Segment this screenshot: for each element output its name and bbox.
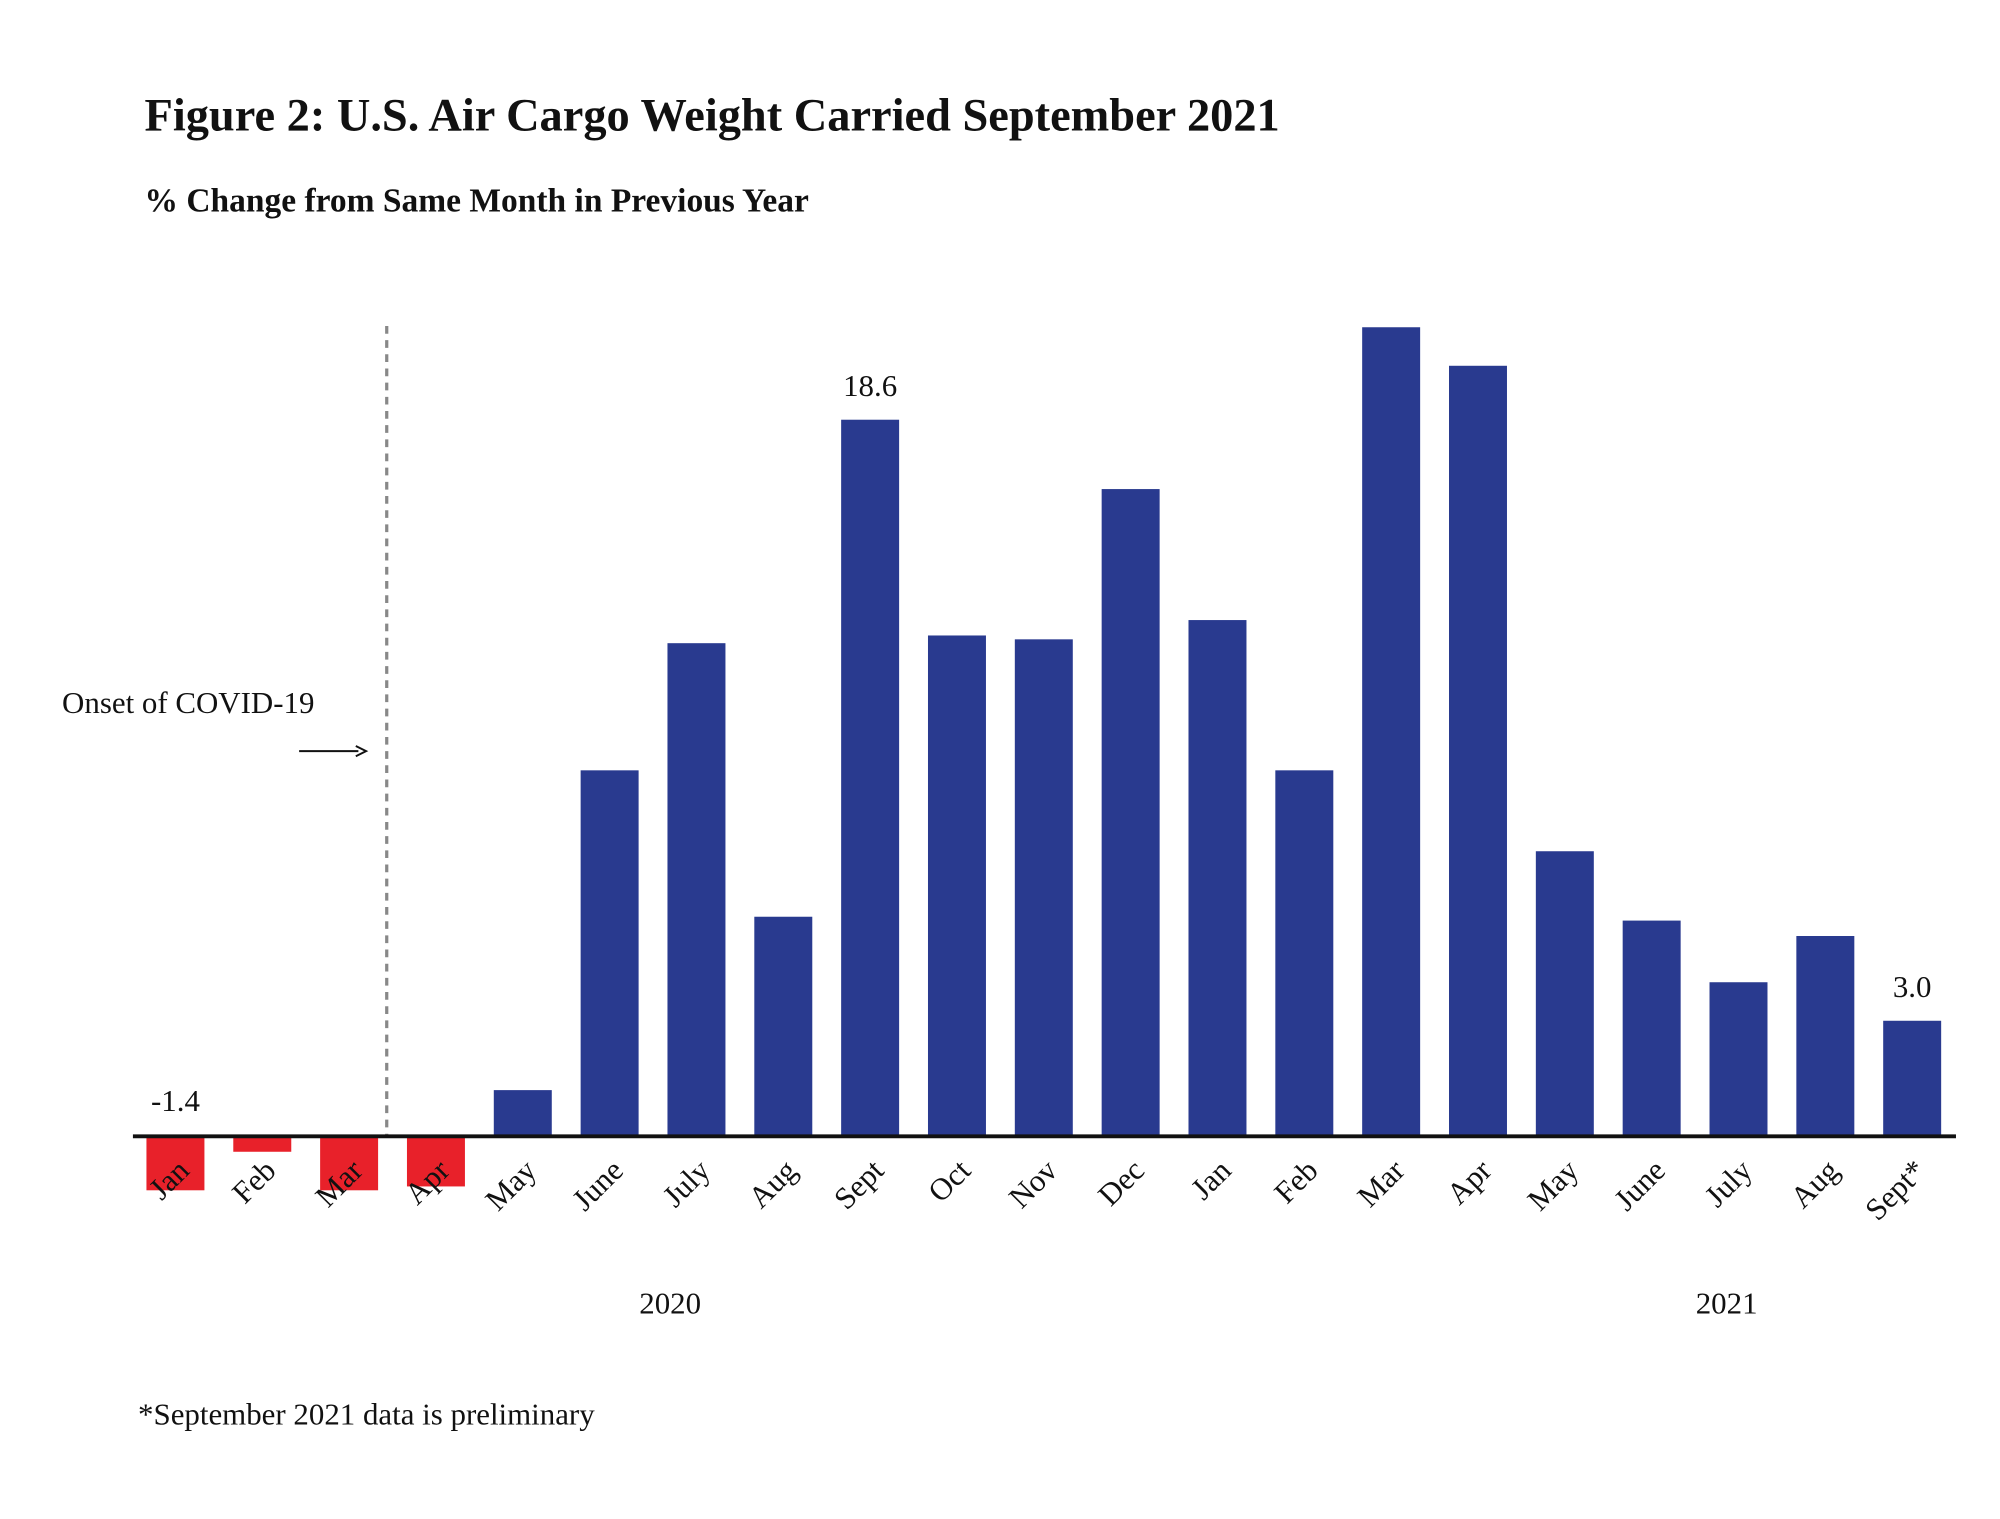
x-tick-label: June bbox=[565, 1152, 630, 1217]
x-tick-label: Aug bbox=[741, 1152, 803, 1214]
bar bbox=[1796, 936, 1855, 1137]
year-label: 2021 bbox=[1696, 1286, 1758, 1321]
x-tick-label: Feb bbox=[1267, 1152, 1325, 1210]
bar bbox=[146, 1136, 205, 1191]
value-label: 3.0 bbox=[1893, 969, 1932, 1004]
bar bbox=[1014, 639, 1073, 1137]
value-label: -1.4 bbox=[151, 1083, 200, 1118]
bar bbox=[1883, 1020, 1942, 1137]
x-tick-label: May bbox=[478, 1152, 543, 1217]
bar bbox=[1709, 982, 1768, 1137]
bar bbox=[1622, 920, 1681, 1137]
bar bbox=[233, 1136, 292, 1152]
x-tick-label: Aug bbox=[1783, 1152, 1845, 1214]
bar bbox=[754, 916, 813, 1137]
bar bbox=[667, 643, 726, 1137]
bar bbox=[841, 419, 900, 1137]
bar bbox=[1188, 620, 1247, 1137]
x-tick-label: Sept* bbox=[1858, 1152, 1933, 1227]
x-tick-label: Apr bbox=[1440, 1152, 1499, 1211]
footnote: *September 2021 data is preliminary bbox=[138, 1396, 595, 1431]
x-tick-label: Mar bbox=[1350, 1152, 1412, 1214]
x-tick-label: July bbox=[1698, 1152, 1760, 1214]
x-tick-label: May bbox=[1520, 1152, 1585, 1217]
x-tick-label: Sept bbox=[827, 1152, 891, 1216]
bar bbox=[1275, 770, 1334, 1137]
bar bbox=[580, 770, 639, 1137]
x-tick-label: Feb bbox=[225, 1152, 283, 1210]
bar bbox=[406, 1136, 465, 1187]
bar bbox=[1101, 489, 1160, 1137]
annotation-arrowhead bbox=[355, 745, 369, 758]
x-tick-label: Nov bbox=[1002, 1152, 1065, 1215]
bar bbox=[1449, 365, 1507, 1137]
chart-subtitle: % Change from Same Month in Previous Yea… bbox=[145, 182, 810, 219]
x-tick-label: June bbox=[1607, 1152, 1672, 1217]
chart-title: Figure 2: U.S. Air Cargo Weight Carried … bbox=[145, 90, 1280, 141]
bar bbox=[927, 635, 986, 1137]
bar bbox=[493, 1090, 552, 1137]
bars bbox=[146, 327, 1942, 1191]
x-tick-label: Oct bbox=[921, 1152, 978, 1209]
x-tick-label: Jan bbox=[1184, 1152, 1238, 1206]
bar bbox=[1535, 851, 1594, 1137]
bar bbox=[320, 1136, 379, 1191]
x-tick-label: July bbox=[656, 1152, 718, 1214]
x-tick-label: Dec bbox=[1091, 1152, 1151, 1212]
year-label: 2020 bbox=[639, 1286, 701, 1321]
value-label: 18.6 bbox=[843, 368, 897, 403]
bar bbox=[1362, 327, 1421, 1137]
annotation: Onset of COVID-19 bbox=[62, 685, 314, 720]
